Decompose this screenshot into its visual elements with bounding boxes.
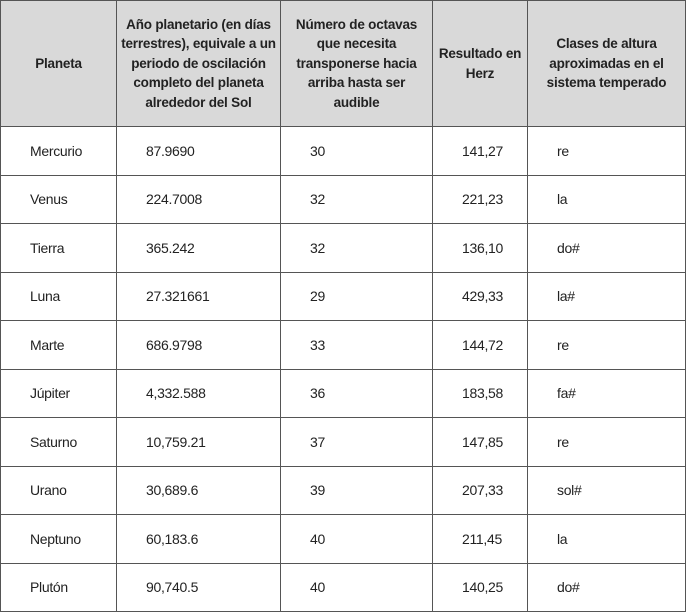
cell-pitch-class: la# — [527, 271, 686, 321]
table-row: Tierra 365.242 32 136,10 do# — [0, 223, 686, 273]
cell-pitch-class: re — [527, 320, 686, 370]
header-result-hz: Resultado en Herz — [432, 0, 528, 127]
header-planet: Planeta — [0, 0, 117, 127]
cell-planet: Marte — [0, 320, 117, 370]
cell-octaves: 37 — [280, 417, 433, 467]
cell-octaves: 30 — [280, 126, 433, 176]
cell-result-hz: 211,45 — [432, 514, 528, 564]
cell-planet: Saturno — [0, 417, 117, 467]
cell-pitch-class: re — [527, 126, 686, 176]
header-octaves: Número de octavas que necesita transpone… — [280, 0, 433, 127]
cell-planet: Luna — [0, 271, 117, 321]
table-row: Urano 30,689.6 39 207,33 sol# — [0, 465, 686, 515]
cell-pitch-class: sol# — [527, 465, 686, 515]
cell-result-hz: 429,33 — [432, 271, 528, 321]
cell-result-hz: 136,10 — [432, 223, 528, 273]
cell-pitch-class: la — [527, 174, 686, 224]
cell-result-hz: 147,85 — [432, 417, 528, 467]
cell-octaves: 40 — [280, 514, 433, 564]
cell-octaves: 32 — [280, 223, 433, 273]
cell-planetary-year: 10,759.21 — [116, 417, 281, 467]
cell-planetary-year: 365.242 — [116, 223, 281, 273]
table-row: Venus 224.7008 32 221,23 la — [0, 174, 686, 224]
cell-planet: Neptuno — [0, 514, 117, 564]
cell-planetary-year: 30,689.6 — [116, 465, 281, 515]
cell-octaves: 29 — [280, 271, 433, 321]
cell-planetary-year: 686.9798 — [116, 320, 281, 370]
cell-octaves: 36 — [280, 368, 433, 418]
cell-planetary-year: 90,740.5 — [116, 562, 281, 612]
cell-planet: Júpiter — [0, 368, 117, 418]
cell-planet: Urano — [0, 465, 117, 515]
cell-octaves: 40 — [280, 562, 433, 612]
cell-planetary-year: 60,183.6 — [116, 514, 281, 564]
cell-planet: Mercurio — [0, 126, 117, 176]
cell-planet: Tierra — [0, 223, 117, 273]
table-row: Neptuno 60,183.6 40 211,45 la — [0, 514, 686, 564]
cell-result-hz: 183,58 — [432, 368, 528, 418]
cell-pitch-class: do# — [527, 223, 686, 273]
header-row: Planeta Año planetario (en días terrestr… — [0, 0, 686, 127]
cell-result-hz: 141,27 — [432, 126, 528, 176]
cell-octaves: 33 — [280, 320, 433, 370]
cell-result-hz: 221,23 — [432, 174, 528, 224]
table-row: Mercurio 87.9690 30 141,27 re — [0, 126, 686, 176]
cell-result-hz: 144,72 — [432, 320, 528, 370]
cell-planetary-year: 4,332.588 — [116, 368, 281, 418]
table-row: Plutón 90,740.5 40 140,25 do# — [0, 562, 686, 612]
table-row: Luna 27.321661 29 429,33 la# — [0, 271, 686, 321]
cell-result-hz: 140,25 — [432, 562, 528, 612]
table-row: Saturno 10,759.21 37 147,85 re — [0, 417, 686, 467]
cell-planetary-year: 224.7008 — [116, 174, 281, 224]
cell-planetary-year: 87.9690 — [116, 126, 281, 176]
cell-result-hz: 207,33 — [432, 465, 528, 515]
cell-pitch-class: re — [527, 417, 686, 467]
cell-planet: Venus — [0, 174, 117, 224]
cell-planetary-year: 27.321661 — [116, 271, 281, 321]
header-pitch-class: Clases de altura aproximadas en el siste… — [527, 0, 686, 127]
cell-octaves: 39 — [280, 465, 433, 515]
cell-pitch-class: fa# — [527, 368, 686, 418]
cell-planet: Plutón — [0, 562, 117, 612]
header-planetary-year: Año planetario (en días terrestres), equ… — [116, 0, 281, 127]
cell-pitch-class: la — [527, 514, 686, 564]
table-row: Júpiter 4,332.588 36 183,58 fa# — [0, 368, 686, 418]
cell-pitch-class: do# — [527, 562, 686, 612]
table-row: Marte 686.9798 33 144,72 re — [0, 320, 686, 370]
cell-octaves: 32 — [280, 174, 433, 224]
